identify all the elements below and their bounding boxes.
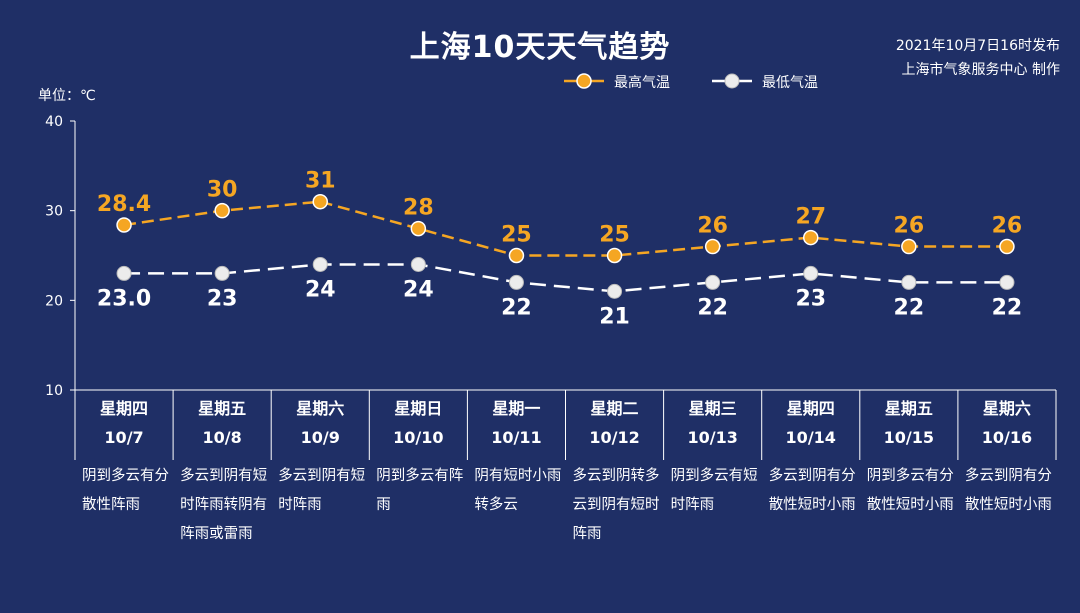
high-temp-label: 30 [207, 178, 238, 203]
weather-description: 阴到多云有分散性阵雨 [82, 468, 169, 513]
low-temp-label: 23 [795, 286, 826, 311]
legend-low-label: 最低气温 [762, 75, 818, 91]
day-cell: 星期四 10/14 [762, 394, 860, 452]
low-temp-label: 22 [697, 295, 728, 320]
weather-description: 阴到多云有短时阵雨 [670, 468, 758, 513]
high-temp-point [508, 247, 525, 264]
weekday-label: 星期一 [492, 399, 541, 418]
legend-high-label: 最高气温 [614, 75, 670, 91]
publish-info: 2021年10月7日16时发布 上海市气象服务中心 制作 [896, 34, 1060, 82]
weekday-label: 星期五 [884, 399, 933, 418]
weekday-label: 星期六 [982, 399, 1031, 418]
date-label: 10/8 [202, 428, 242, 447]
day-cell: 星期六 10/16 [958, 394, 1056, 452]
low-temp-point [901, 274, 917, 290]
date-label: 10/13 [687, 428, 738, 447]
high-temp-point [901, 238, 917, 255]
unit-label: 单位：℃ [38, 88, 96, 104]
low-temp-line [124, 263, 1007, 293]
high-temp-label: 26 [894, 214, 925, 239]
low-temp-point [705, 274, 721, 290]
day-cell: 星期三 10/13 [664, 394, 762, 452]
high-temp-point [214, 202, 230, 219]
high-temp-label: 28.4 [97, 192, 151, 217]
day-cell: 星期六 10/9 [271, 394, 369, 452]
low-temp-point [508, 274, 524, 290]
low-temp-label: 22 [501, 295, 532, 320]
high-temp-point [999, 238, 1015, 255]
weekday-label: 星期日 [394, 399, 443, 418]
day-cell: 星期一 10/11 [467, 394, 565, 452]
high-temp-point [116, 217, 132, 233]
date-label: 10/11 [491, 428, 542, 447]
weekday-label: 星期六 [296, 399, 345, 418]
low-temp-label: 23.0 [97, 286, 151, 311]
high-temp-point [410, 220, 427, 237]
weekday-label: 星期五 [198, 399, 247, 418]
y-tick-label: 20 [45, 293, 63, 309]
low-temp-label: 22 [894, 295, 925, 320]
y-tick-label: 30 [45, 204, 63, 220]
low-temp-point [410, 256, 426, 272]
legend-low-marker [712, 73, 752, 89]
date-label: 10/15 [883, 428, 935, 447]
date-label: 10/9 [300, 428, 340, 447]
y-tick-label: 40 [45, 114, 63, 130]
weather-description: 阴有短时小雨转多云 [474, 468, 562, 513]
weekday-label: 星期四 [100, 399, 149, 418]
high-temp-label: 25 [599, 223, 630, 248]
weekday-label: 星期三 [688, 399, 737, 418]
date-label: 10/7 [104, 428, 144, 447]
weather-description: 阴到多云有分散性短时小雨 [866, 468, 954, 513]
publish-time: 2021年10月7日16时发布 [895, 38, 1060, 54]
high-temp-point [704, 238, 721, 255]
weekday-label: 星期二 [590, 399, 639, 418]
high-temp-point [803, 229, 819, 246]
date-label: 10/12 [589, 428, 640, 447]
high-temp-point [606, 247, 623, 264]
low-temp-point [999, 274, 1015, 290]
low-temp-point [607, 283, 623, 299]
high-temp-label: 26 [992, 214, 1023, 239]
date-label: 10/14 [785, 428, 836, 447]
high-temp-line [123, 200, 1007, 257]
weather-description: 多云到阴转多云到阴有短时阵雨 [572, 468, 660, 542]
day-cell: 星期五 10/8 [173, 394, 271, 452]
low-temp-point [214, 265, 230, 281]
weather-description: 多云到阴有分散性短时小雨 [768, 468, 856, 513]
low-temp-label: 21 [599, 304, 630, 329]
y-tick-label: 10 [45, 383, 63, 399]
low-temp-point [803, 265, 819, 281]
day-cell: 星期五 10/15 [860, 394, 958, 452]
low-temp-label: 22 [992, 295, 1023, 320]
day-cell: 星期二 10/12 [566, 394, 664, 452]
high-temp-label: 27 [795, 205, 826, 230]
high-temp-label: 25 [501, 223, 532, 248]
high-temp-point [312, 193, 328, 210]
low-temp-point [116, 265, 132, 281]
high-temp-label: 26 [697, 214, 728, 239]
weather-description: 多云到阴有短时阵雨转阴有阵雨或雷雨 [180, 468, 268, 542]
chart-title: 上海10天天气趋势 [409, 30, 671, 65]
low-temp-label: 24 [403, 277, 434, 302]
day-cell: 星期四 10/7 [75, 394, 173, 452]
legend-high-marker [564, 73, 604, 89]
weather-description: 多云到阴有分散性短时小雨 [964, 468, 1052, 513]
date-label: 10/16 [981, 428, 1033, 447]
high-temp-label: 31 [305, 169, 336, 194]
weekday-label: 星期四 [786, 399, 835, 418]
weather-description: 多云到阴有短时阵雨 [278, 468, 366, 513]
date-label: 10/10 [393, 428, 444, 447]
low-temp-point [312, 256, 328, 272]
day-cell: 星期日 10/10 [369, 394, 467, 452]
low-temp-label: 24 [305, 277, 336, 302]
low-temp-label: 23 [207, 286, 238, 311]
weather-description: 阴到多云有阵雨 [376, 468, 464, 513]
publisher: 上海市气象服务中心 制作 [901, 62, 1060, 78]
high-temp-label: 28 [403, 196, 434, 221]
